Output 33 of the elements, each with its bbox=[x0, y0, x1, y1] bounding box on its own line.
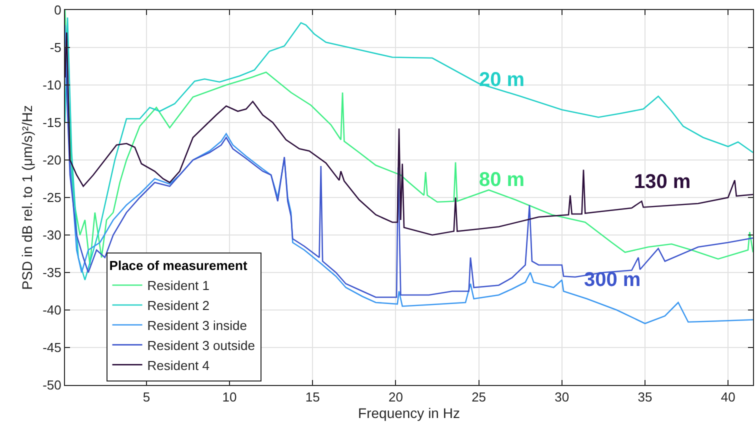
x-tick-label: 20 bbox=[388, 390, 403, 405]
x-tick-label: 25 bbox=[472, 390, 486, 405]
y-tick-label: -15 bbox=[42, 115, 62, 130]
legend-label: Resident 2 bbox=[147, 298, 210, 314]
y-tick-label: -45 bbox=[42, 340, 62, 356]
x-tick-label: 30 bbox=[554, 390, 570, 405]
y-tick-label: -50 bbox=[42, 378, 62, 393]
y-tick-label: -35 bbox=[42, 265, 62, 280]
x-tick-label: 10 bbox=[222, 390, 237, 405]
y-axis-title: PSD in dB rel. to 1 (μm/s)²/Hz bbox=[19, 105, 36, 290]
y-tick-label: -25 bbox=[42, 190, 62, 206]
y-tick-label: -5 bbox=[50, 40, 62, 56]
y-tick-label: -20 bbox=[42, 152, 62, 168]
x-tick-label: 35 bbox=[638, 390, 652, 405]
line-series bbox=[65, 32, 753, 236]
x-tick-label: 5 bbox=[142, 390, 150, 405]
legend-label: Resident 4 bbox=[147, 358, 210, 373]
legend-label: Resident 3 inside bbox=[147, 318, 248, 333]
legend-label: Resident 3 outside bbox=[147, 338, 255, 353]
x-axis-title: Frequency in Hz bbox=[358, 404, 460, 421]
y-tick-label: -40 bbox=[42, 302, 62, 318]
y-tick-label: 0 bbox=[54, 2, 62, 18]
annotation: 300 m bbox=[584, 269, 641, 291]
line-series bbox=[65, 46, 753, 298]
legend-label: Resident 1 bbox=[147, 278, 210, 294]
y-tick-label: -10 bbox=[42, 78, 62, 93]
legend-title: Place of measurement bbox=[109, 258, 248, 274]
x-tick-label: 15 bbox=[305, 390, 320, 405]
y-tick-label: -30 bbox=[42, 228, 62, 243]
x-tick-label: 40 bbox=[720, 390, 736, 405]
annotation: 80 m bbox=[479, 169, 525, 191]
annotation: 20 m bbox=[479, 69, 525, 91]
annotation: 130 m bbox=[634, 171, 691, 193]
